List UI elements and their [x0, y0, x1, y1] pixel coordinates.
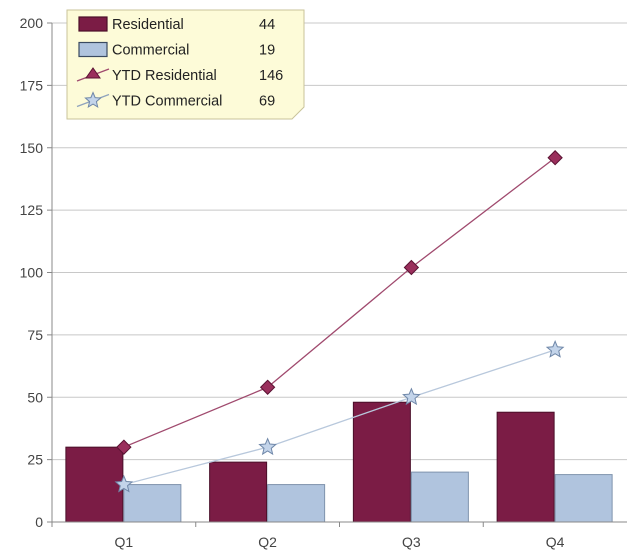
legend-label: Residential — [112, 17, 184, 33]
y-tick-label: 125 — [20, 202, 44, 218]
legend-value: 44 — [259, 17, 275, 33]
y-tick-label: 100 — [20, 265, 44, 281]
bar-commercial — [410, 471, 469, 523]
bar-residential — [352, 401, 411, 523]
x-tick-label: Q1 — [115, 534, 134, 550]
point-marker-diamond — [403, 259, 420, 276]
bar-commercial — [267, 484, 326, 523]
x-tick-label: Q2 — [258, 534, 277, 550]
bar-residential — [65, 446, 124, 523]
legend-label: YTD Commercial — [112, 94, 222, 110]
axes: 0 25 50 75 100 125 150 175 200 Q1 Q2 Q3 Q4 — [20, 15, 627, 550]
y-tick-label: 200 — [20, 15, 44, 31]
y-tick-label: 25 — [27, 452, 43, 468]
y-tick-label: 150 — [20, 140, 44, 156]
point-marker-star — [402, 387, 421, 406]
legend: Residential 44 Commercial 19 YTD Residential… — [66, 9, 305, 120]
point-marker-diamond — [547, 150, 563, 166]
point-marker-star — [114, 474, 134, 493]
lines — [114, 150, 565, 493]
bar-commercial — [554, 474, 613, 523]
point-marker-star — [545, 340, 565, 358]
legend-swatch-commercial — [78, 41, 108, 58]
y-tick-label: 175 — [20, 77, 44, 93]
point-marker-diamond — [116, 439, 132, 455]
bar-residential — [209, 461, 268, 523]
bar-commercial — [123, 484, 182, 523]
legend-box — [66, 9, 305, 120]
x-tick-label: Q3 — [402, 534, 421, 550]
y-tick-label: 50 — [27, 389, 43, 405]
legend-marker-star — [84, 91, 102, 109]
line-ytd-residential — [123, 157, 556, 448]
line-ytd-commercial — [123, 349, 556, 486]
legend-marker-triangle — [85, 67, 101, 79]
x-tick-label: Q4 — [546, 534, 565, 550]
y-tick-label: 75 — [27, 327, 43, 343]
y-tick-label: 0 — [35, 514, 43, 530]
legend-value: 19 — [259, 43, 275, 59]
legend-label: Commercial — [112, 43, 189, 59]
legend-swatch-residential — [78, 16, 108, 32]
bar-residential — [496, 411, 555, 523]
legend-value: 69 — [259, 94, 275, 110]
point-marker-star — [258, 437, 277, 456]
point-marker-diamond — [259, 379, 276, 395]
legend-label: YTD Residential — [112, 68, 217, 84]
bars — [65, 401, 613, 523]
legend-value: 146 — [259, 68, 283, 84]
